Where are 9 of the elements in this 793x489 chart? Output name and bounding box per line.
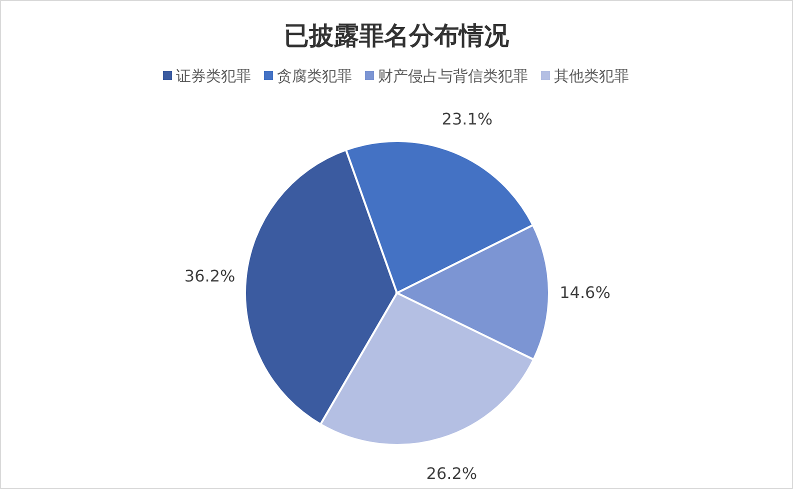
data-label: 14.6% [560, 283, 610, 302]
data-label: 26.2% [426, 464, 478, 483]
data-label: 23.1% [442, 110, 493, 129]
legend-label: 证券类犯罪 [176, 67, 251, 85]
legend-label: 贪腐类犯罪 [277, 67, 352, 85]
data-label: 36.2% [184, 266, 236, 286]
chart-title: 已披露罪名分布情况 [284, 21, 510, 50]
legend-label: 财产侵占与背信类犯罪 [378, 67, 528, 85]
legend-label: 其他类犯罪 [554, 67, 629, 85]
